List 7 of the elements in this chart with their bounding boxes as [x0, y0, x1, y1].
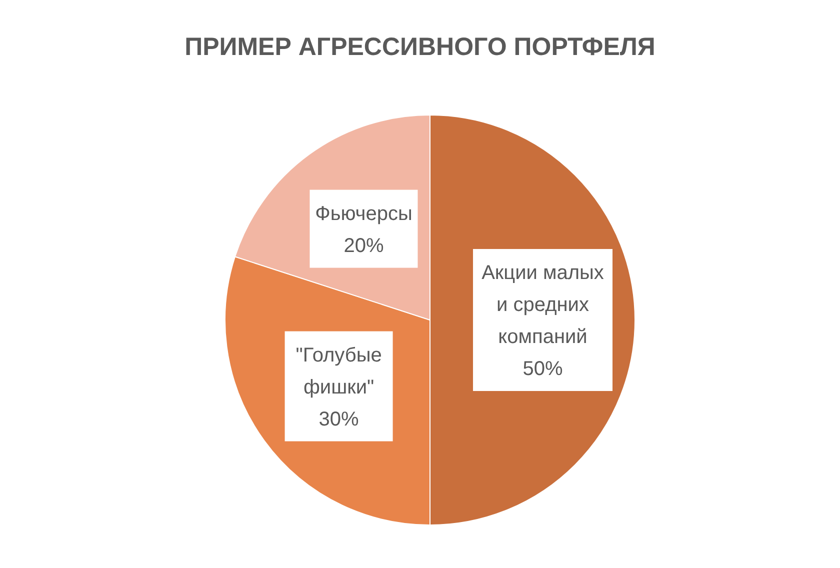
chart-title: ПРИМЕР АГРЕССИВНОГО ПОРТФЕЛЯ	[184, 33, 656, 61]
slice-label: Фьючерсы	[315, 202, 412, 225]
slice-label: Акции малых и средних компаний	[482, 262, 604, 348]
data-label: 30%	[318, 408, 360, 430]
slice-label: "Голубые фишки"	[296, 344, 382, 398]
data-label: 20%	[344, 234, 384, 257]
data-label: 50%	[522, 358, 563, 380]
